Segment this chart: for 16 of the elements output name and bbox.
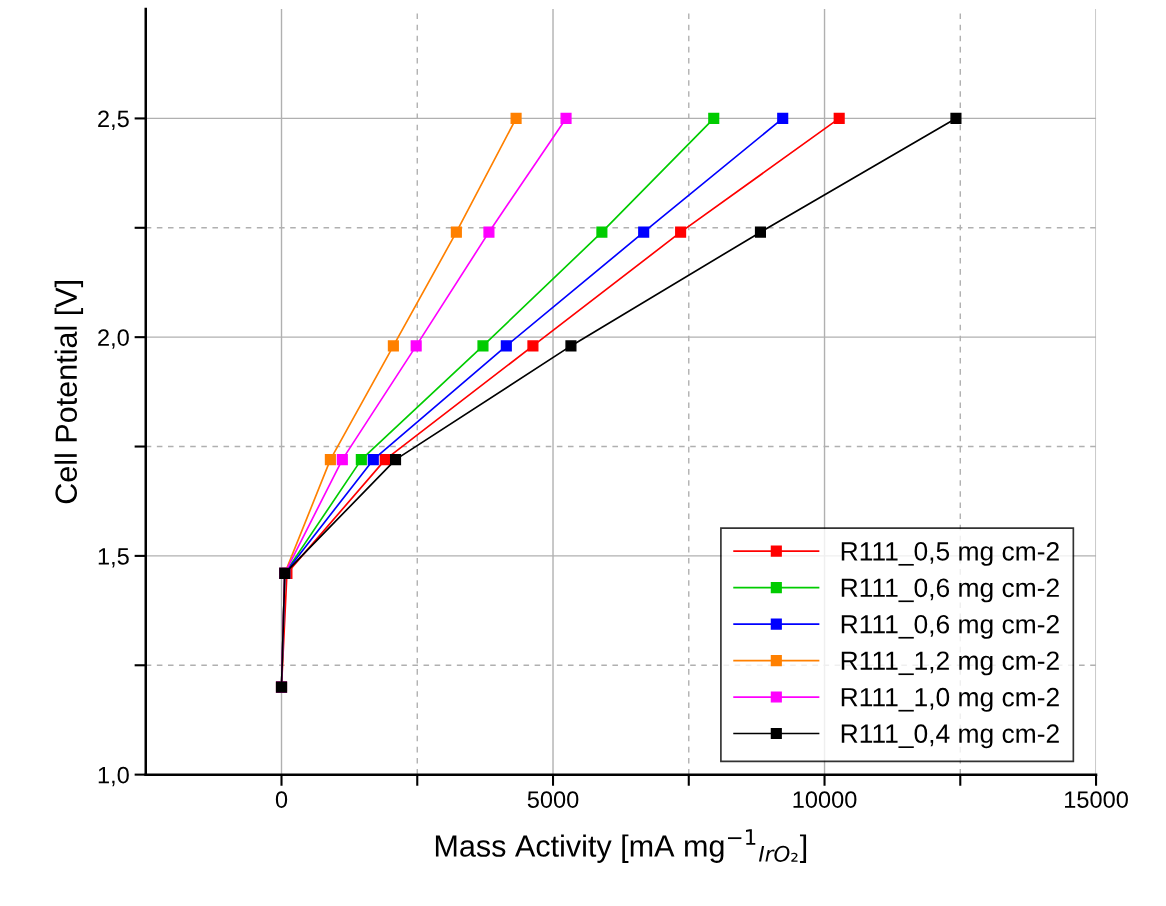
y-axis-title: Cell Potential [V] xyxy=(54,281,84,504)
y-tick-label: 1,0 xyxy=(98,766,129,787)
legend-label: R111_0,4 mg cm-2 xyxy=(841,724,1059,749)
legend-label: R111_1,0 mg cm-2 xyxy=(841,687,1059,712)
legend-label: R111_0,5 mg cm-2 xyxy=(841,541,1059,566)
x-tick-label: 5000 xyxy=(527,791,579,808)
legend-label: R111_0,6 mg cm-2 xyxy=(841,578,1059,603)
x-axis-title: Mass Activity [mA mg$^{−1}$$_{IrO₂}$] xyxy=(435,829,807,863)
x-tick-label: 0 xyxy=(275,791,288,808)
legend-label: R111_0,6 mg cm-2 xyxy=(841,614,1059,639)
y-tick-label: 2,0 xyxy=(98,329,129,349)
x-tick-label: 10000 xyxy=(793,791,857,808)
x-tick-label: 15000 xyxy=(1065,791,1128,808)
y-tick-label: 2,5 xyxy=(98,110,129,130)
legend-label: R111_1,2 mg cm-2 xyxy=(841,651,1059,676)
y-tick-label: 1,5 xyxy=(98,548,129,568)
